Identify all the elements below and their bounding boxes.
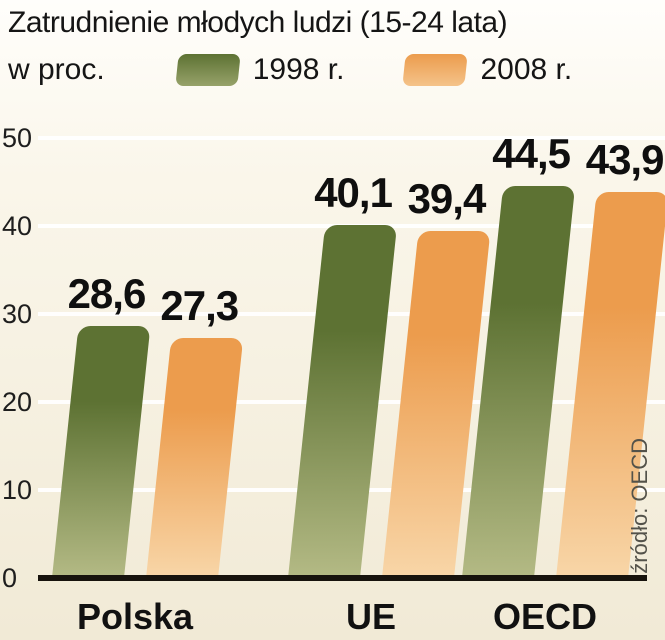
legend-label-1998: 1998 r. bbox=[252, 52, 345, 86]
bar-1998r-polska bbox=[52, 326, 151, 578]
y-tick-0: 0 bbox=[2, 563, 18, 593]
chart-header: Zatrudnienie młodych ludzi (15-24 lata) … bbox=[8, 6, 661, 87]
y-tick-10: 10 bbox=[2, 475, 33, 505]
value-label-polska-1998r: 28,6 bbox=[67, 270, 147, 318]
category-label-oecd: OECD bbox=[492, 596, 598, 637]
y-tick-50: 50 bbox=[2, 123, 33, 153]
value-label-ue-1998r: 40,1 bbox=[314, 169, 393, 217]
legend-item-1998: 1998 r. bbox=[175, 52, 345, 87]
bar-2008r-polska bbox=[146, 337, 244, 578]
category-label-ue: UE bbox=[345, 596, 397, 637]
y-tick-40: 40 bbox=[2, 211, 33, 241]
y-tick-20: 20 bbox=[2, 387, 33, 417]
chart-title-units: w proc. bbox=[8, 52, 105, 86]
legend-swatch-2008-icon bbox=[402, 53, 469, 86]
value-label-oecd-1998r: 44,5 bbox=[492, 130, 571, 178]
value-label-polska-2008r: 27,3 bbox=[160, 281, 239, 329]
source-note: źródło: OECD bbox=[627, 438, 652, 574]
value-label-ue-2008r: 39,4 bbox=[407, 175, 487, 223]
y-tick-30: 30 bbox=[2, 299, 33, 329]
category-label-polska: Polska bbox=[76, 596, 194, 637]
gridline-50 bbox=[38, 136, 665, 140]
legend-item-2008: 2008 r. bbox=[402, 52, 573, 87]
chart-title: Zatrudnienie młodych ludzi (15-24 lata) bbox=[8, 6, 508, 39]
legend-label-2008: 2008 r. bbox=[480, 52, 573, 86]
legend-swatch-1998-icon bbox=[175, 53, 241, 86]
legend: w proc. 1998 r. 2008 r. bbox=[8, 53, 661, 87]
x-axis-line bbox=[38, 575, 647, 581]
value-label-oecd-2008r: 43,9 bbox=[585, 135, 665, 183]
